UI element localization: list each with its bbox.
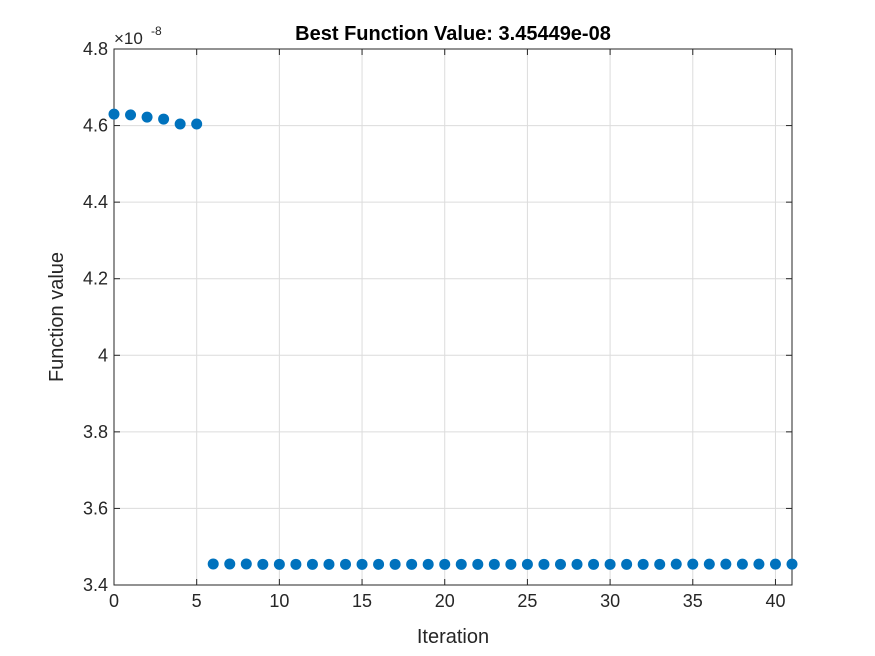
data-point (472, 558, 484, 570)
y-exponent-base: ×10 (114, 29, 143, 48)
data-point (753, 558, 765, 570)
data-point (521, 558, 533, 570)
data-point (273, 558, 285, 570)
data-point (554, 558, 566, 570)
data-point (108, 108, 120, 120)
data-point (455, 558, 467, 570)
data-point (257, 558, 269, 570)
data-point (621, 558, 633, 570)
y-axis-label: Function value (46, 252, 68, 382)
data-point (687, 558, 699, 570)
data-point (654, 558, 666, 570)
x-axis-label: Iteration (417, 626, 489, 648)
data-point (422, 558, 434, 570)
data-point (505, 558, 517, 570)
axes-background (114, 49, 792, 585)
x-tick-label: 40 (765, 591, 785, 611)
data-point (670, 558, 682, 570)
data-point (125, 109, 137, 121)
data-point (736, 558, 748, 570)
data-point (356, 558, 368, 570)
x-tick-label: 20 (435, 591, 455, 611)
chart-title: Best Function Value: 3.45449e-08 (295, 23, 611, 45)
data-points (108, 108, 798, 570)
x-gridlines (113, 49, 776, 585)
data-point (786, 558, 798, 570)
data-point (207, 558, 219, 570)
y-tick-label: 4.2 (83, 269, 108, 289)
x-tick-label: 10 (269, 591, 289, 611)
axis-ticks (113, 48, 792, 586)
data-point (703, 558, 715, 570)
y-tick-label: 3.4 (83, 575, 108, 595)
y-tick-label: 3.6 (83, 498, 108, 518)
data-point (323, 558, 335, 570)
data-point (389, 558, 401, 570)
data-point (588, 558, 600, 570)
data-point (174, 118, 186, 130)
x-tick-labels: 0 5 10 15 20 25 30 35 40 (109, 591, 785, 611)
data-point (406, 558, 418, 570)
data-point (340, 558, 352, 570)
data-point (191, 118, 203, 130)
data-point (720, 558, 732, 570)
data-point (637, 558, 649, 570)
y-tick-label: 4.8 (83, 39, 108, 59)
data-point (290, 558, 302, 570)
data-point (488, 558, 500, 570)
data-point (538, 558, 550, 570)
data-point (224, 558, 236, 570)
x-tick-label: 15 (352, 591, 372, 611)
y-exponent-power: -8 (151, 24, 162, 38)
data-point (604, 558, 616, 570)
data-point (439, 558, 451, 570)
y-tick-label: 4 (98, 345, 108, 365)
data-point (240, 558, 252, 570)
data-point (158, 113, 170, 125)
x-tick-label: 25 (517, 591, 537, 611)
y-tick-label: 3.8 (83, 422, 108, 442)
y-tick-label: 4.4 (83, 192, 108, 212)
axes-box (113, 48, 793, 586)
x-tick-label: 5 (192, 591, 202, 611)
data-point (141, 111, 153, 123)
y-tick-labels: 3.4 3.6 3.8 4 4.2 4.4 4.6 4.8 (83, 39, 108, 595)
data-point (571, 558, 583, 570)
data-point (373, 558, 385, 570)
x-tick-label: 0 (109, 591, 119, 611)
y-tick-label: 4.6 (83, 116, 108, 136)
data-point (769, 558, 781, 570)
data-point (306, 558, 318, 570)
x-tick-label: 30 (600, 591, 620, 611)
x-tick-label: 35 (683, 591, 703, 611)
